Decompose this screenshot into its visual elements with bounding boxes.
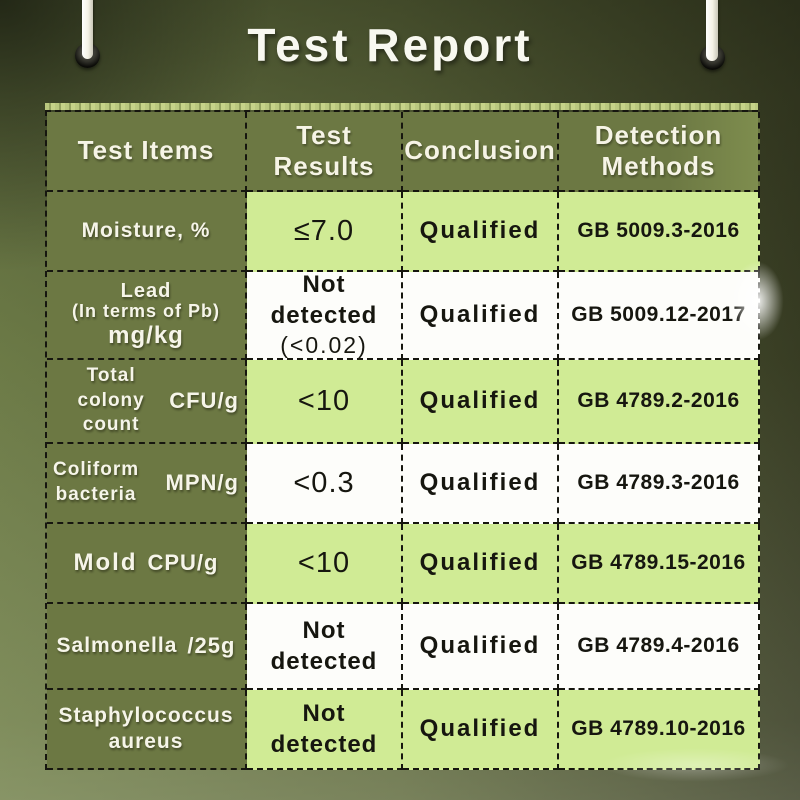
item-name: Staphylococcus bbox=[58, 703, 234, 727]
result-value: <10 bbox=[297, 546, 351, 579]
item-cell-moisture: Moisture, % bbox=[47, 192, 247, 272]
item-cell-staphylococcus-aureus: Staphylococcus aureus bbox=[47, 690, 247, 770]
result-cell: ≤7.0 bbox=[247, 192, 403, 272]
item-unit: MPN/g bbox=[165, 470, 239, 495]
item-cell-coliform-bacteria: Coliform bacteria MPN/g bbox=[47, 444, 247, 524]
conclusion-value: Qualified bbox=[419, 549, 541, 576]
method-cell: GB 4789.4-2016 bbox=[559, 604, 760, 690]
item-qualifier: (In terms of Pb) bbox=[71, 300, 220, 321]
item-name: Total colony bbox=[77, 364, 145, 411]
column-header-detection-methods: Detection Methods bbox=[559, 112, 760, 192]
conclusion-value: Qualified bbox=[419, 632, 541, 659]
result-cell: Not detected bbox=[247, 604, 403, 690]
method-cell: GB 4789.3-2016 bbox=[559, 444, 760, 524]
column-header-test-items: Test Items bbox=[47, 112, 247, 192]
method-cell: GB 4789.10-2016 bbox=[559, 690, 760, 770]
test-report-table: Test Items Test Results Conclusion Detec… bbox=[45, 103, 760, 770]
item-cell-total-colony-count: Total colony count CFU/g bbox=[47, 360, 247, 444]
conclusion-cell: Qualified bbox=[403, 444, 559, 524]
result-cell: <10 bbox=[247, 524, 403, 604]
method-cell: GB 5009.12-2017 bbox=[559, 272, 760, 360]
result-cell: <10 bbox=[247, 360, 403, 444]
conclusion-cell: Qualified bbox=[403, 192, 559, 272]
item-unit: CPU/g bbox=[147, 550, 219, 575]
item-cell-mold: Mold CPU/g bbox=[47, 524, 247, 604]
item-name: Mold bbox=[73, 549, 138, 576]
method-value: GB 4789.10-2016 bbox=[571, 717, 746, 740]
item-name: Coliform bbox=[53, 459, 140, 481]
item-name: Lead bbox=[120, 279, 172, 302]
result-note: (<0.02) bbox=[280, 332, 368, 359]
conclusion-cell: Qualified bbox=[403, 360, 559, 444]
conclusion-value: Qualified bbox=[419, 301, 541, 328]
item-cell-lead: Lead (In terms of Pb) mg/kg bbox=[47, 272, 247, 360]
conclusion-value: Qualified bbox=[419, 387, 541, 414]
table-grid: Test Items Test Results Conclusion Detec… bbox=[45, 110, 760, 770]
pin-rod-icon bbox=[706, 0, 718, 61]
column-header-conclusion: Conclusion bbox=[403, 112, 559, 192]
result-value: Not detected bbox=[270, 699, 378, 758]
item-name-line2: bacteria bbox=[55, 484, 137, 505]
conclusion-value: Qualified bbox=[419, 217, 541, 244]
pin-rod-icon bbox=[82, 0, 93, 59]
table-top-frame bbox=[45, 103, 758, 110]
result-value: Not detected bbox=[270, 270, 378, 330]
method-value: GB 4789.2-2016 bbox=[577, 389, 740, 412]
conclusion-cell: Qualified bbox=[403, 604, 559, 690]
conclusion-value: Qualified bbox=[419, 469, 541, 496]
result-value: ≤7.0 bbox=[293, 214, 355, 247]
item-name-block: Coliform bacteria bbox=[53, 458, 139, 507]
method-value: GB 4789.3-2016 bbox=[577, 471, 740, 494]
item-name: Moisture, % bbox=[81, 218, 211, 242]
result-cell: Not detected (<0.02) bbox=[247, 270, 403, 360]
item-name-line2: count bbox=[82, 414, 140, 436]
method-value: GB 5009.3-2016 bbox=[577, 219, 740, 242]
method-value: GB 5009.12-2017 bbox=[571, 303, 746, 326]
result-value: Not detected bbox=[270, 616, 378, 675]
method-value: GB 4789.15-2016 bbox=[571, 551, 746, 574]
conclusion-cell: Qualified bbox=[403, 524, 559, 604]
result-cell: Not detected bbox=[247, 690, 403, 770]
method-cell: GB 5009.3-2016 bbox=[559, 192, 760, 272]
item-name-block: Total colony count bbox=[53, 364, 169, 438]
item-name-line2: aureus bbox=[108, 730, 184, 753]
page-title: Test Report bbox=[247, 19, 533, 71]
result-value: <0.3 bbox=[293, 466, 355, 499]
item-unit: CFU/g bbox=[169, 388, 239, 413]
item-name: Salmonella bbox=[56, 633, 178, 657]
method-cell: GB 4789.15-2016 bbox=[559, 524, 760, 604]
result-value: <10 bbox=[297, 384, 351, 417]
method-value: GB 4789.4-2016 bbox=[577, 634, 740, 657]
method-cell: GB 4789.2-2016 bbox=[559, 360, 760, 444]
conclusion-cell: Qualified bbox=[403, 272, 559, 360]
item-cell-salmonella: Salmonella /25g bbox=[47, 604, 247, 690]
column-header-test-results: Test Results bbox=[247, 112, 403, 192]
conclusion-value: Qualified bbox=[419, 715, 541, 742]
item-unit: mg/kg bbox=[108, 321, 184, 349]
conclusion-cell: Qualified bbox=[403, 690, 559, 770]
item-unit: /25g bbox=[187, 633, 236, 658]
result-cell: <0.3 bbox=[247, 444, 403, 524]
